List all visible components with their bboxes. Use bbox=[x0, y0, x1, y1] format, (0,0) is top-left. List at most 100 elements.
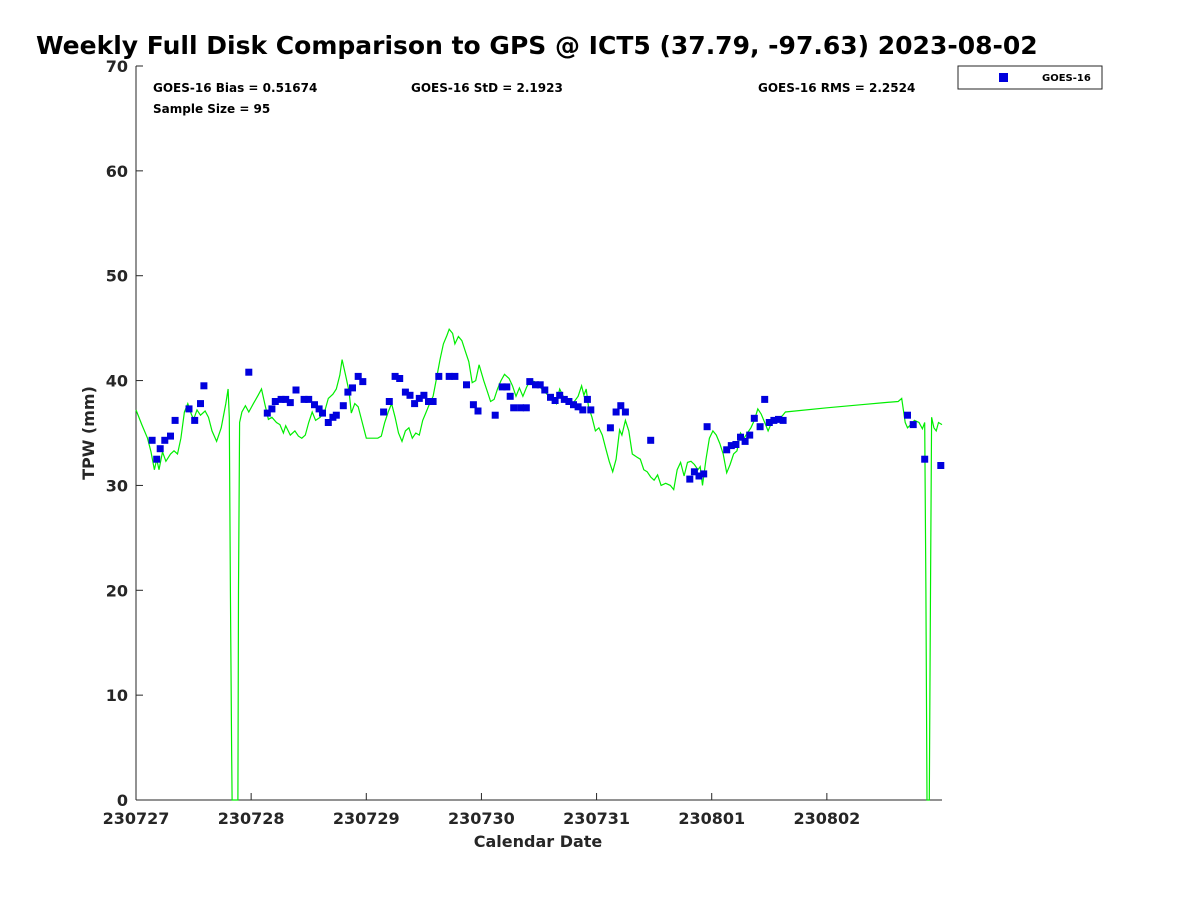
goes16-point bbox=[401, 388, 409, 396]
goes16-point bbox=[271, 398, 279, 405]
y-tick-label: 30 bbox=[106, 476, 128, 495]
goes16-point bbox=[385, 398, 393, 405]
goes16-point bbox=[411, 400, 419, 408]
goes16-point bbox=[282, 395, 290, 403]
y-tick-label: 40 bbox=[106, 372, 128, 391]
goes16-point bbox=[732, 441, 740, 448]
goes16-point bbox=[921, 455, 929, 463]
goes16-point bbox=[191, 416, 199, 424]
legend: GOES-16 bbox=[957, 65, 1103, 90]
goes16-point bbox=[153, 455, 161, 463]
goes16-point bbox=[579, 406, 587, 414]
goes16-point bbox=[354, 372, 362, 380]
goes16-point bbox=[339, 402, 347, 410]
goes16-point bbox=[551, 397, 559, 404]
x-tick-label: 230729 bbox=[333, 809, 400, 828]
goes16-point bbox=[761, 395, 769, 403]
goes16-point bbox=[522, 404, 530, 412]
goes16-point bbox=[560, 395, 568, 403]
plot-area bbox=[135, 66, 942, 801]
goes16-point bbox=[286, 399, 294, 407]
goes16-point bbox=[556, 391, 564, 399]
goes16-point bbox=[695, 472, 703, 480]
x-axis-label: Calendar Date bbox=[474, 832, 603, 851]
goes16-point bbox=[574, 403, 582, 411]
x-tick-label: 230802 bbox=[793, 809, 860, 828]
goes16-point bbox=[435, 372, 443, 380]
goes16-point bbox=[621, 408, 629, 416]
goes16-point bbox=[277, 395, 285, 403]
goes16-point bbox=[406, 391, 414, 399]
goes16-point bbox=[380, 408, 388, 416]
goes16-point bbox=[506, 392, 514, 400]
goes16-series-layer bbox=[148, 368, 945, 483]
goes16-point bbox=[292, 386, 300, 394]
y-axis-label: TPW (mm) bbox=[79, 386, 98, 480]
goes16-point bbox=[909, 421, 917, 429]
goes16-point bbox=[415, 394, 423, 402]
goes16-point bbox=[532, 381, 539, 389]
goes16-point bbox=[167, 432, 174, 440]
goes16-point bbox=[570, 401, 577, 409]
goes16-point bbox=[737, 433, 744, 441]
goes16-point bbox=[775, 415, 782, 423]
goes16-point bbox=[503, 383, 511, 391]
goes16-point bbox=[491, 411, 499, 419]
x-tick-label: 230801 bbox=[678, 809, 745, 828]
goes16-point bbox=[606, 424, 614, 432]
goes16-point bbox=[344, 388, 352, 396]
goes16-point bbox=[686, 475, 694, 483]
goes16-point bbox=[612, 408, 620, 416]
stat-sample-size: Sample Size = 95 bbox=[153, 102, 270, 116]
goes16-point bbox=[723, 446, 731, 454]
stats-box: GOES-16 Bias = 0.51674 GOES-16 StD = 2.1… bbox=[153, 81, 915, 116]
goes16-point bbox=[770, 416, 778, 424]
legend-box bbox=[957, 65, 1103, 90]
x-tick-label: 230731 bbox=[563, 809, 630, 828]
y-tick-label: 50 bbox=[106, 267, 128, 286]
stat-rms: GOES-16 RMS = 2.2524 bbox=[758, 81, 915, 95]
plot-frame bbox=[136, 66, 942, 800]
goes16-point bbox=[703, 423, 711, 431]
goes16-point bbox=[311, 401, 318, 409]
goes16-point bbox=[156, 445, 164, 453]
y-tick-label: 10 bbox=[106, 686, 128, 705]
goes16-point bbox=[526, 378, 534, 386]
goes16-point bbox=[727, 442, 735, 450]
goes16-point bbox=[332, 411, 340, 419]
goes16-point bbox=[746, 431, 754, 439]
goes16-point bbox=[779, 416, 787, 424]
goes16-point bbox=[700, 470, 708, 478]
goes16-point bbox=[324, 419, 332, 426]
goes16-point bbox=[474, 407, 482, 415]
goes16-point bbox=[469, 401, 477, 409]
legend-marker-goes16 bbox=[999, 73, 1008, 82]
goes16-point bbox=[541, 386, 549, 394]
goes16-point bbox=[268, 405, 276, 413]
goes16-point bbox=[425, 398, 432, 405]
goes16-point bbox=[565, 398, 573, 405]
y-tick-label: 60 bbox=[106, 162, 128, 181]
x-axis-ticks: 230727 230728 230729 230730 230731 230801 2308… bbox=[103, 793, 860, 828]
x-tick-label: 230730 bbox=[448, 809, 515, 828]
goes16-point bbox=[451, 372, 459, 380]
goes16-point bbox=[420, 391, 428, 399]
y-tick-label: 20 bbox=[106, 581, 128, 600]
goes16-point bbox=[359, 378, 367, 386]
goes16-point bbox=[517, 404, 525, 412]
goes16-point bbox=[429, 398, 437, 405]
goes16-point bbox=[171, 416, 179, 424]
y-tick-label: 70 bbox=[106, 57, 128, 76]
goes16-point bbox=[937, 462, 945, 469]
goes16-point bbox=[463, 381, 470, 389]
x-tick-label: 230728 bbox=[218, 809, 285, 828]
goes16-point bbox=[617, 402, 625, 410]
goes16-point bbox=[750, 414, 758, 422]
goes16-point bbox=[396, 375, 404, 382]
goes16-point bbox=[741, 437, 749, 445]
goes16-point bbox=[197, 400, 204, 408]
goes16-point bbox=[200, 382, 208, 390]
goes16-point bbox=[319, 409, 326, 417]
goes16-point bbox=[765, 419, 773, 426]
stat-std: GOES-16 StD = 2.1923 bbox=[411, 81, 563, 95]
